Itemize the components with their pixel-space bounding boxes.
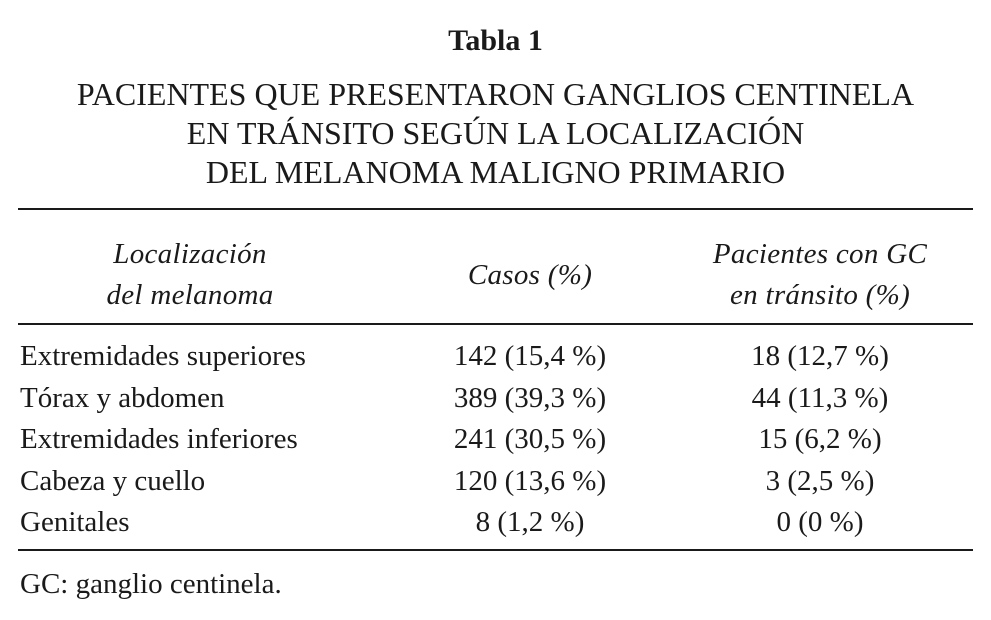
table-cell: 44 (11,3 %) xyxy=(751,381,889,414)
row-label: Extremidades inferiores xyxy=(20,423,298,455)
row-label: Genitales xyxy=(20,506,130,538)
row-label: Tórax y abdomen xyxy=(20,381,225,414)
table-cell: 3 (2,5 %) xyxy=(765,464,875,497)
bottom-rule xyxy=(18,549,973,551)
table-cell: 0 (0 %) xyxy=(776,506,864,538)
row-label: Extremidades superiores xyxy=(20,340,306,372)
column-header: Localización xyxy=(113,238,267,270)
column-header: del melanoma xyxy=(106,279,274,311)
footnote: GC: ganglio centinela. xyxy=(20,568,282,600)
table-cell: 15 (6,2 %) xyxy=(758,423,882,455)
column-header: en tránsito (%) xyxy=(729,279,911,311)
table-subtitle: EN TRÁNSITO SEGÚN LA LOCALIZACIÓN xyxy=(186,115,805,151)
column-header: Casos (%) xyxy=(467,259,593,291)
table-title: Tabla 1 xyxy=(448,24,543,57)
table-cell: 18 (12,7 %) xyxy=(751,340,889,372)
top-rule xyxy=(18,208,973,210)
table-cell: 142 (15,4 %) xyxy=(453,340,607,372)
table-cell: 241 (30,5 %) xyxy=(453,423,607,455)
column-header: Pacientes con GC xyxy=(712,238,928,270)
table-cell: 120 (13,6 %) xyxy=(453,464,607,497)
header-rule xyxy=(18,323,973,325)
table-subtitle: PACIENTES QUE PRESENTARON GANGLIOS CENTI… xyxy=(76,76,915,112)
table-cell: 389 (39,3 %) xyxy=(453,381,607,414)
row-label: Cabeza y cuello xyxy=(20,464,206,497)
table-subtitle: DEL MELANOMA MALIGNO PRIMARIO xyxy=(205,154,786,190)
table-cell: 8 (1,2 %) xyxy=(475,506,585,538)
